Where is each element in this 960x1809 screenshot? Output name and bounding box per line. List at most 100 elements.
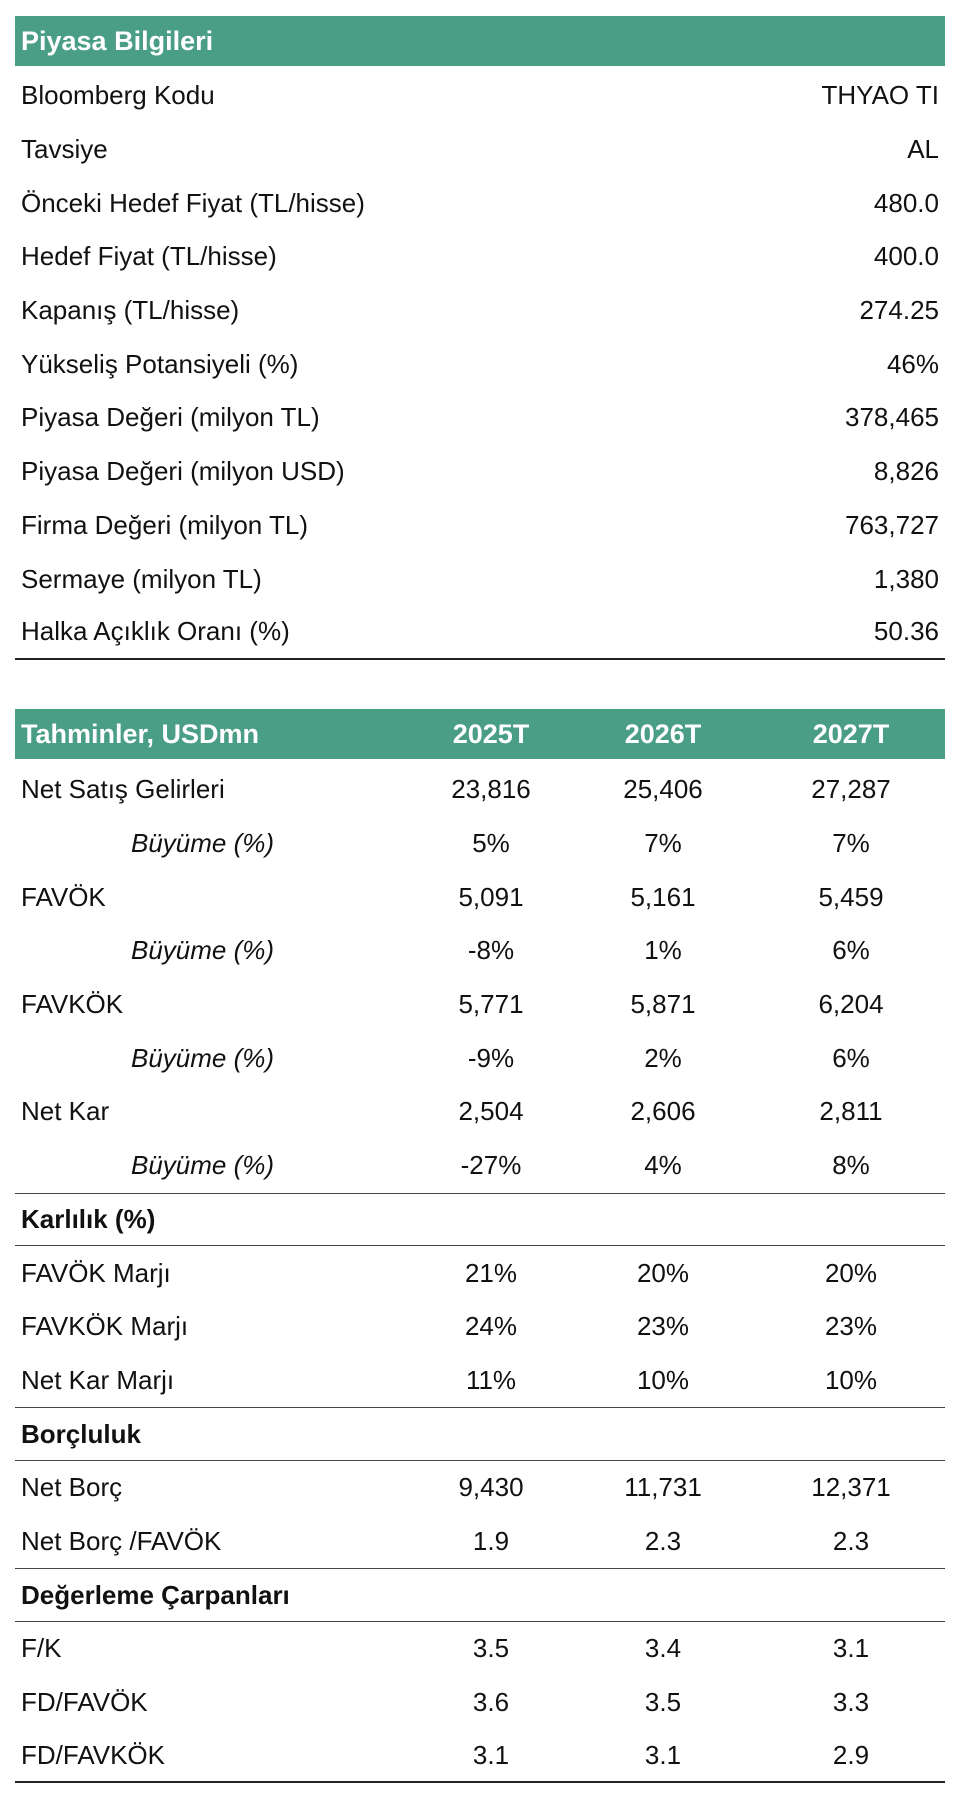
row-value: 21% [464, 1257, 518, 1288]
row-value: 27,287 [811, 774, 891, 805]
forecast-row: FD/FAVKÖK 3.1 3.1 2.9 [15, 1729, 945, 1784]
forecast-row: FAVKÖK Marjı 24% 23% 23% [15, 1300, 945, 1354]
row-value: 5% [472, 828, 510, 859]
row-value: 10% [636, 1364, 690, 1395]
row-value: 7% [832, 828, 870, 859]
row-label: Büyüme (%) [131, 1042, 275, 1073]
row-value: 23,816 [451, 774, 531, 805]
row-value: 378,465 [845, 402, 939, 433]
row-value: 23% [636, 1311, 690, 1342]
row-value: 5,871 [630, 989, 696, 1020]
market-info-table: Piyasa Bilgileri Bloomberg Kodu THYAO TI T… [15, 16, 945, 660]
market-row: Kapanış (TL/hisse) 274.25 [15, 284, 945, 338]
year-header: 2025T [452, 718, 530, 749]
market-row: Hedef Fiyat (TL/hisse) 400.0 [15, 230, 945, 284]
row-label: FAVÖK Marjı [21, 1257, 171, 1288]
forecast-row: Büyüme (%) -9% 2% 6% [15, 1031, 945, 1085]
row-value: 2% [644, 1042, 682, 1073]
forecast-row: FAVÖK 5,091 5,161 5,459 [15, 870, 945, 924]
row-label: Net Borç [21, 1472, 123, 1503]
market-row: Tavsiye AL [15, 123, 945, 177]
row-label: Büyüme (%) [131, 935, 275, 966]
row-value: 3.1 [644, 1739, 682, 1770]
row-label: Karlılık (%) [21, 1203, 156, 1234]
forecast-row: FAVKÖK 5,771 5,871 6,204 [15, 978, 945, 1032]
row-value: 50.36 [873, 616, 939, 647]
row-label: FAVÖK [21, 881, 106, 912]
row-value: 25,406 [623, 774, 703, 805]
row-value: 20% [824, 1257, 878, 1288]
market-row: Piyasa Değeri (milyon USD) 8,826 [15, 445, 945, 499]
row-label: Halka Açıklık Oranı (%) [21, 616, 290, 647]
row-value: 3.5 [472, 1633, 510, 1664]
row-value: -27% [460, 1150, 522, 1181]
row-label: Büyüme (%) [131, 828, 275, 859]
forecast-row: Net Borç /FAVÖK 1.9 2.3 2.3 [15, 1515, 945, 1569]
market-row: Firma Değeri (milyon TL) 763,727 [15, 499, 945, 553]
row-value: 5,091 [458, 881, 524, 912]
forecast-row: Net Kar 2,504 2,606 2,811 [15, 1085, 945, 1139]
row-value: 1.9 [472, 1525, 510, 1556]
forecast-row: Büyüme (%) 5% 7% 7% [15, 817, 945, 871]
row-value: THYAO TI [821, 80, 940, 111]
row-value: 46% [886, 348, 939, 379]
row-label: FAVKÖK [21, 989, 124, 1020]
forecast-row: Net Borç 9,430 11,731 12,371 [15, 1461, 945, 1515]
row-value: 763,727 [845, 509, 939, 540]
row-value: 8,826 [873, 456, 939, 487]
row-label: Önceki Hedef Fiyat (TL/hisse) [21, 187, 365, 218]
market-row: Halka Açıklık Oranı (%) 50.36 [15, 606, 945, 660]
row-label: FD/FAVÖK [21, 1687, 148, 1718]
row-label: Hedef Fiyat (TL/hisse) [21, 241, 277, 272]
row-value: 10% [824, 1364, 878, 1395]
row-value: 5,459 [818, 881, 884, 912]
market-row: Bloomberg Kodu THYAO TI [15, 69, 945, 123]
market-info-header: Piyasa Bilgileri [15, 16, 945, 66]
section-header: Borçluluk [15, 1407, 945, 1461]
row-value: 2.9 [832, 1739, 870, 1770]
row-value: 5,771 [458, 989, 524, 1020]
forecast-row: Büyüme (%) -8% 1% 6% [15, 924, 945, 978]
forecast-header: Tahminler, USDmn 2025T 2026T 2027T [15, 709, 945, 759]
row-value: 23% [824, 1311, 878, 1342]
row-value: 2.3 [832, 1525, 870, 1556]
row-label: Net Borç /FAVÖK [21, 1525, 222, 1556]
row-value: 3.3 [832, 1687, 870, 1718]
row-value: 11% [465, 1364, 517, 1395]
row-value: AL [907, 134, 939, 165]
row-label: FAVKÖK Marjı [21, 1311, 189, 1342]
row-value: 6% [832, 935, 870, 966]
row-label: Borçluluk [21, 1418, 141, 1449]
row-value: 2,504 [458, 1096, 524, 1127]
market-info-title: Piyasa Bilgileri [21, 25, 214, 56]
market-row: Önceki Hedef Fiyat (TL/hisse) 480.0 [15, 176, 945, 230]
row-value: 12,371 [811, 1472, 891, 1503]
row-label: Sermaye (milyon TL) [21, 563, 262, 594]
forecast-row: Büyüme (%) -27% 4% 8% [15, 1139, 945, 1193]
row-label: Yükseliş Potansiyeli (%) [21, 348, 299, 379]
row-value: 480.0 [873, 187, 939, 218]
row-label: Değerleme Çarpanları [21, 1579, 290, 1610]
forecast-table: Tahminler, USDmn 2025T 2026T 2027T Net Satı… [15, 709, 945, 1784]
row-value: 2,811 [819, 1096, 883, 1127]
row-value: 20% [636, 1257, 690, 1288]
row-label: Bloomberg Kodu [21, 80, 215, 111]
row-label: Net Kar Marjı [21, 1364, 175, 1395]
forecast-title: Tahminler, USDmn [21, 718, 260, 749]
market-row: Yükseliş Potansiyeli (%) 46% [15, 337, 945, 391]
row-label: FD/FAVKÖK [21, 1739, 165, 1770]
row-label: Büyüme (%) [131, 1150, 275, 1181]
row-value: 9,430 [458, 1472, 524, 1503]
row-value: 8% [832, 1150, 870, 1181]
row-label: Net Satış Gelirleri [21, 774, 225, 805]
row-value: 3.1 [832, 1633, 870, 1664]
section-header: Karlılık (%) [15, 1192, 945, 1247]
forecast-row: FD/FAVÖK 3.6 3.5 3.3 [15, 1676, 945, 1730]
row-label: F/K [21, 1633, 62, 1664]
row-label: Net Kar [21, 1096, 110, 1127]
row-value: 4% [644, 1150, 682, 1181]
row-value: 7% [644, 828, 682, 859]
row-value: 6,204 [818, 989, 884, 1020]
row-value: -8% [467, 935, 515, 966]
row-value: 2.3 [644, 1525, 682, 1556]
